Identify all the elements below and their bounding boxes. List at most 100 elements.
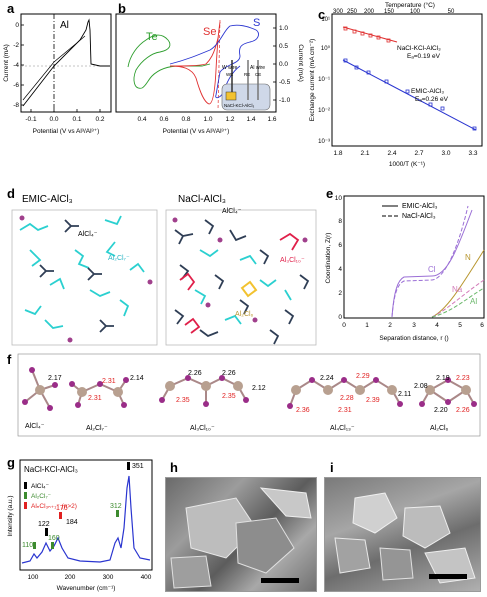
molecule-al4cl13: 2.36 2.24 2.28 2.39 2.31 2.29 2.11 Al₄Cl… (287, 373, 411, 432)
svg-text:0: 0 (338, 314, 342, 321)
svg-text:-8: -8 (13, 102, 19, 109)
svg-text:-6: -6 (13, 82, 19, 89)
panel-c-ylabel: Exchange current (mA cm⁻²) (309, 39, 316, 122)
svg-text:10⁰: 10⁰ (321, 45, 331, 52)
svg-text:2: 2 (388, 322, 392, 329)
annot-nacl: NaCl-KCl-AlCl₃ (397, 45, 441, 52)
svg-text:6: 6 (480, 322, 484, 329)
svg-text:2.7: 2.7 (414, 150, 423, 157)
svg-text:2.26: 2.26 (222, 370, 236, 377)
svg-text:-0.1: -0.1 (25, 116, 37, 123)
molecule-al3cl10: 2.26 2.35 2.35 2.26 2.12 Al₃Cl₁₀⁻ (159, 370, 266, 432)
peak-160: 160 (48, 535, 60, 542)
nacl-points (343, 26, 391, 43)
svg-text:0.0: 0.0 (49, 116, 58, 123)
panel-b-ylabel: Current (mA) (297, 44, 304, 82)
svg-text:2.4: 2.4 (387, 150, 396, 157)
panel-b-xticks: 0.4 0.6 0.8 1.0 1.2 1.4 1.6 (137, 116, 276, 123)
panel-label-d: d (7, 186, 15, 201)
inset-we: WE (226, 72, 233, 77)
panel-b-xlabel: Potential (V vs Al³/Al³⁺) (163, 128, 230, 135)
svg-text:0: 0 (342, 322, 346, 329)
inset-ce: CE (255, 72, 261, 77)
svg-text:250: 250 (347, 9, 358, 15)
label-alcl4-right: AlCl₄⁻ (222, 208, 242, 215)
curve-label-al: Al (470, 297, 477, 306)
svg-text:2: 2 (338, 290, 342, 297)
peak-110: 110 (22, 542, 33, 549)
svg-text:2.08: 2.08 (414, 383, 428, 390)
svg-text:4: 4 (338, 266, 342, 273)
panel-e-coordination-plot: EMIC-AlCl₃ NaCl-AlCl₃ Cl N Na Al 0 2 4 6… (325, 195, 485, 342)
svg-text:2.35: 2.35 (176, 397, 190, 404)
svg-text:Al₃Cl₁₀⁻: Al₃Cl₁₀⁻ (190, 425, 215, 432)
svg-text:2.35: 2.35 (222, 393, 236, 400)
svg-text:0.2: 0.2 (95, 116, 104, 123)
panel-a-element-label: Al (60, 20, 69, 31)
svg-text:2.26: 2.26 (456, 407, 470, 414)
svg-text:-0.5: -0.5 (279, 79, 291, 86)
svg-text:10: 10 (335, 195, 343, 202)
svg-text:2.31: 2.31 (102, 378, 116, 385)
legend-emic: EMIC-AlCl₃ (402, 203, 438, 210)
svg-text:1.2: 1.2 (225, 116, 234, 123)
svg-text:3.0: 3.0 (441, 150, 450, 157)
svg-text:2.11: 2.11 (398, 391, 411, 398)
svg-text:0.6: 0.6 (159, 116, 168, 123)
panel-c-top-ticks: 300 250 200 150 100 50 (333, 9, 455, 15)
panel-label-b: b (118, 1, 126, 16)
legend-s: S (253, 17, 260, 29)
panel-label-f: f (7, 352, 12, 367)
panel-g-xlabel: Wavenumber (cm⁻¹) (57, 585, 116, 592)
svg-text:Al₂Cl₇⁻: Al₂Cl₇⁻ (86, 425, 108, 432)
svg-text:0: 0 (15, 22, 19, 29)
svg-text:2.19: 2.19 (436, 375, 450, 382)
panel-a-yticks: 0 -2 -4 -6 -8 (13, 22, 19, 109)
svg-text:0.8: 0.8 (181, 116, 190, 123)
peak-176: 176 (56, 505, 68, 512)
svg-text:3: 3 (412, 322, 416, 329)
svg-text:3.3: 3.3 (468, 150, 477, 157)
emic-points (343, 58, 477, 131)
panel-g-xticks: 100 200 300 400 (28, 574, 152, 581)
panel-g-ylabel: Intensity (a.u.) (7, 495, 14, 536)
legend-nacl: NaCl-AlCl₃ (402, 213, 436, 220)
svg-text:10¹: 10¹ (321, 17, 330, 23)
svg-text:2.17: 2.17 (48, 375, 62, 382)
svg-text:2.26: 2.26 (188, 370, 202, 377)
cell-inset: W wire Al wire WE RE CE NaCl-KCl-AlCl₃ (221, 60, 271, 111)
svg-text:200: 200 (65, 574, 76, 581)
svg-text:2.36: 2.36 (296, 407, 310, 414)
annot-emic-ea: Eₐ=0.26 eV (415, 96, 449, 103)
svg-text:10⁻³: 10⁻³ (318, 139, 330, 145)
panel-label-a: a (7, 1, 15, 16)
panel-b-yticks: 1.0 0.5 0.0 -0.5 -1.0 (279, 25, 291, 104)
svg-text:10⁻²: 10⁻² (318, 108, 330, 114)
panel-label-e: e (326, 186, 334, 201)
curve-label-n: N (465, 253, 471, 262)
svg-text:2.28: 2.28 (340, 395, 354, 402)
panel-e-xlabel: Separation distance, r () (379, 335, 448, 342)
panel-label-c: c (318, 7, 326, 22)
svg-text:2.14: 2.14 (130, 375, 144, 382)
peak-351: 351 (132, 463, 144, 470)
panel-d-md-snapshots: EMIC-AlCl₃ NaCl-AlCl₃ AlCl₄⁻ Al₂Cl₇⁻ AlC… (11, 194, 317, 346)
sem-image-i (324, 477, 481, 592)
svg-text:AlCl₄⁻: AlCl₄⁻ (25, 423, 45, 430)
svg-text:2.24: 2.24 (320, 375, 334, 382)
svg-text:2.12: 2.12 (252, 385, 266, 392)
sem-crystals-i (334, 492, 476, 584)
peak-312: 312 (110, 503, 122, 510)
svg-text:1.0: 1.0 (279, 25, 288, 32)
svg-text:2.29: 2.29 (356, 373, 370, 380)
panel-g-raman-spectrum: NaCl-KCl-AlCl₃ AlCl₄⁻ Al₂Cl₇⁻ AlₙCl₃ₙ₊₁⁻… (7, 459, 153, 592)
panel-c-xlabel: 1000/T (K⁻¹) (389, 161, 425, 168)
label-al2cl7: Al₂Cl₇⁻ (108, 255, 130, 262)
svg-text:2.20: 2.20 (434, 407, 448, 414)
panel-label-h: h (170, 460, 178, 475)
label-alcl4: AlCl₄⁻ (78, 231, 98, 238)
svg-text:1.6: 1.6 (267, 116, 276, 123)
sem-image-h (165, 477, 317, 592)
sem-crystals-h (170, 487, 312, 589)
label-al3cl10: Al₃Cl₁₀⁻ (280, 257, 305, 264)
